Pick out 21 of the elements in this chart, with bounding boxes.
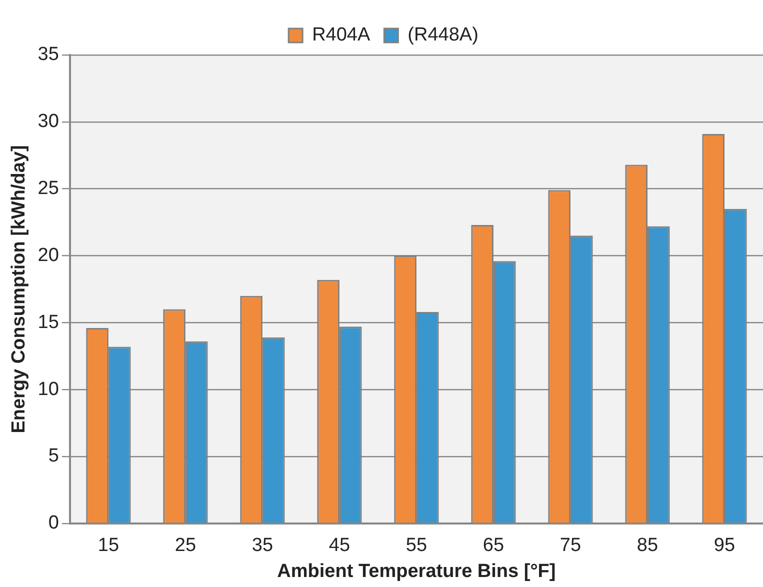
x-axis-title: Ambient Temperature Bins [°F] xyxy=(277,560,556,582)
y-tick-label: 5 xyxy=(48,446,59,467)
x-tick-label: 25 xyxy=(174,535,196,556)
y-tick-label: 0 xyxy=(48,512,59,534)
x-tick-label: 85 xyxy=(636,535,658,556)
x-tick-label: 55 xyxy=(406,535,428,556)
x-tick-label: 95 xyxy=(714,535,736,556)
y-tick-label: 10 xyxy=(38,378,59,400)
y-tick-label: 35 xyxy=(38,44,59,66)
y-tick-label: 15 xyxy=(38,312,59,333)
x-tick-label: 65 xyxy=(482,535,504,556)
y-axis-title: Energy Consumption [kWh/day] xyxy=(8,145,30,434)
y-tick-label: 20 xyxy=(38,244,59,266)
y-tick-label: 25 xyxy=(38,178,59,200)
legend-label: (R448A) xyxy=(408,24,478,46)
legend-label: R404A xyxy=(312,24,370,46)
x-tick-label: 45 xyxy=(328,535,350,556)
x-tick-label: 35 xyxy=(252,535,274,556)
x-tick-label: 15 xyxy=(98,535,120,556)
x-tick-label: 75 xyxy=(560,535,582,556)
y-tick-label: 30 xyxy=(38,111,59,132)
